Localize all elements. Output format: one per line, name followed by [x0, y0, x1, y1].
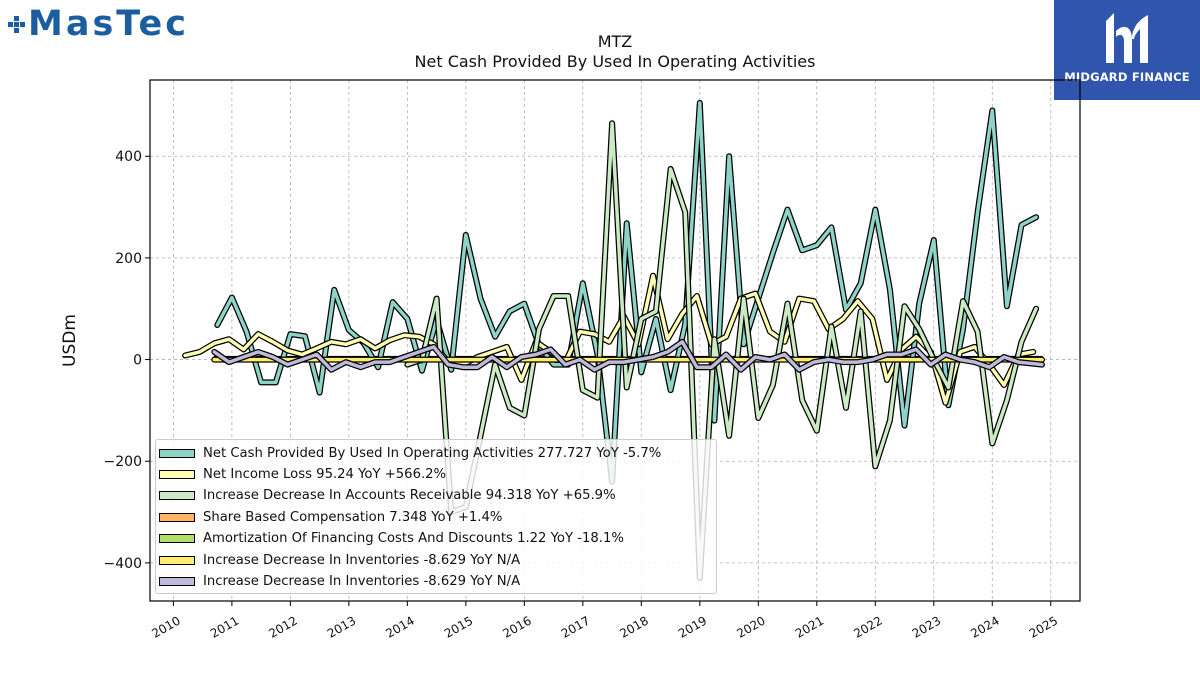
x-tick-label: 2023	[910, 613, 943, 640]
x-tick-label: 2014	[383, 613, 416, 640]
x-tick-label: 2019	[676, 613, 709, 640]
y-tick-label: 0	[133, 353, 142, 369]
mastec-dots-logo-icon	[8, 15, 25, 33]
x-tick-label: 2021	[793, 613, 826, 640]
x-tick-label: 2011	[208, 613, 241, 640]
chart-legend: Net Cash Provided By Used In Operating A…	[155, 439, 717, 594]
x-tick-label: 2020	[734, 613, 767, 640]
legend-item: Increase Decrease In Inventories -8.629 …	[159, 571, 520, 591]
legend-label: Net Cash Provided By Used In Operating A…	[203, 445, 662, 461]
x-tick-label: 2022	[851, 613, 884, 640]
legend-label: Increase Decrease In Accounts Receivable…	[203, 488, 616, 504]
y-tick-label: 200	[115, 251, 142, 267]
legend-item: Increase Decrease In Inventories -8.629 …	[159, 550, 520, 570]
x-tick-label: 2013	[325, 613, 358, 640]
y-tick-label: 400	[115, 149, 142, 165]
x-tick-label: 2016	[500, 613, 533, 640]
midgard-finance-logo: MIDGARD FINANCE	[1054, 0, 1200, 100]
legend-item: Increase Decrease In Accounts Receivable…	[159, 486, 616, 506]
midgard-m-logo-icon	[1106, 13, 1148, 63]
x-tick-label: 2017	[559, 613, 592, 640]
x-tick-label: 2025	[1027, 613, 1060, 640]
series-line-1	[183, 273, 1035, 405]
legend-swatch	[159, 469, 195, 479]
legend-item: Share Based Compensation 7.348 YoY +1.4%	[159, 507, 502, 527]
mastec-logo: MasTec	[8, 4, 189, 44]
y-tick-label: −200	[104, 454, 142, 470]
legend-swatch	[159, 448, 195, 458]
legend-swatch	[159, 512, 195, 522]
legend-label: Increase Decrease In Inventories -8.629 …	[203, 573, 521, 589]
series-line-2	[405, 121, 1038, 580]
series-line-0	[215, 101, 1038, 484]
series-outline-0	[214, 99, 1040, 485]
legend-swatch	[159, 576, 195, 586]
legend-item: Net Income Loss 95.24 YoY +566.2%	[159, 464, 446, 484]
x-tick-label: 2018	[617, 613, 650, 640]
y-tick-label: −400	[104, 556, 142, 572]
legend-item: Net Cash Provided By Used In Operating A…	[159, 443, 661, 463]
legend-swatch	[159, 534, 195, 544]
x-tick-label: 2012	[266, 613, 299, 640]
x-tick-label: 2024	[968, 613, 1001, 640]
chart-title: MTZ	[597, 32, 633, 51]
x-tick-label: 2015	[442, 613, 475, 640]
plot-frame	[149, 79, 1081, 602]
legend-swatch	[159, 555, 195, 565]
legend-label: Amortization Of Financing Costs And Disc…	[203, 531, 624, 547]
legend-label: Net Income Loss 95.24 YoY +566.2%	[203, 466, 447, 482]
series-line-6	[212, 340, 1044, 372]
chart-subtitle: Net Cash Provided By Used In Operating A…	[414, 52, 816, 71]
legend-swatch	[159, 491, 195, 501]
y-axis-label: USDm	[60, 314, 80, 367]
midgard-finance-logo-text: MIDGARD FINANCE	[1064, 70, 1190, 84]
mastec-logo-text: MasTec	[28, 4, 189, 44]
legend-label: Increase Decrease In Inventories -8.629 …	[203, 552, 521, 568]
legend-item: Amortization Of Financing Costs And Disc…	[159, 529, 624, 549]
x-tick-label: 2010	[149, 613, 182, 640]
legend-label: Share Based Compensation 7.348 YoY +1.4%	[203, 509, 503, 525]
